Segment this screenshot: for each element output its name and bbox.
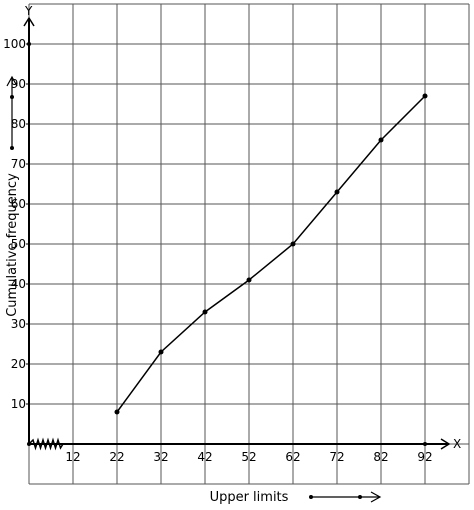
data-point [378,137,384,143]
y-tick-label: 100 [3,37,26,51]
x-tick-label: 52 [241,450,256,464]
x-direction-arrowhead [370,491,382,503]
x-axis-end-point [423,442,427,446]
x-tick-label: 12 [65,450,80,464]
x-axis-title: Upper limits [210,490,289,505]
x-axis-arrowhead [440,438,451,450]
data-point [246,277,252,283]
x-direction-dot-mid [358,495,362,499]
data-point [290,241,296,247]
x-tick-label: 62 [285,450,300,464]
y-direction-dot-mid [10,95,14,99]
series-line [116,95,426,413]
y-tick-label: 60 [11,197,26,211]
y-axis-title: Cumulative frequency [5,173,20,317]
x-direction-dot-start [309,495,313,499]
data-point [202,309,208,315]
x-tick-label: 42 [197,450,212,464]
y-axis-letter: Y [24,4,33,18]
x-tick-label: 22 [109,450,124,464]
y-tick-label: 40 [11,277,26,291]
y-tick-label: 10 [11,397,26,411]
series-layer [114,93,428,415]
x-tick-label: 72 [329,450,344,464]
axis-break-zigzag [28,437,64,451]
origin-point [27,442,31,446]
y-tick-label: 20 [11,357,26,371]
axes [23,16,451,451]
y-axis-arrowhead [23,16,35,27]
data-point [158,349,164,355]
data-point [422,93,428,99]
y-direction-arrow-icon [6,75,18,150]
x-tick-label: 82 [373,450,388,464]
grid [28,3,470,485]
y-tick-label: 80 [11,117,26,131]
data-point [334,189,340,195]
x-tick-label: 92 [417,450,432,464]
y-direction-dot-start [10,146,14,150]
y-tick-label: 70 [11,157,26,171]
x-tick-label: 32 [153,450,168,464]
y-tick-label: 50 [11,237,26,251]
y-direction-arrowhead [6,75,18,87]
y-tick-label: 30 [11,317,26,331]
x-axis-letter: X [453,437,461,451]
data-point [114,409,120,415]
x-direction-arrow-icon [309,491,382,503]
